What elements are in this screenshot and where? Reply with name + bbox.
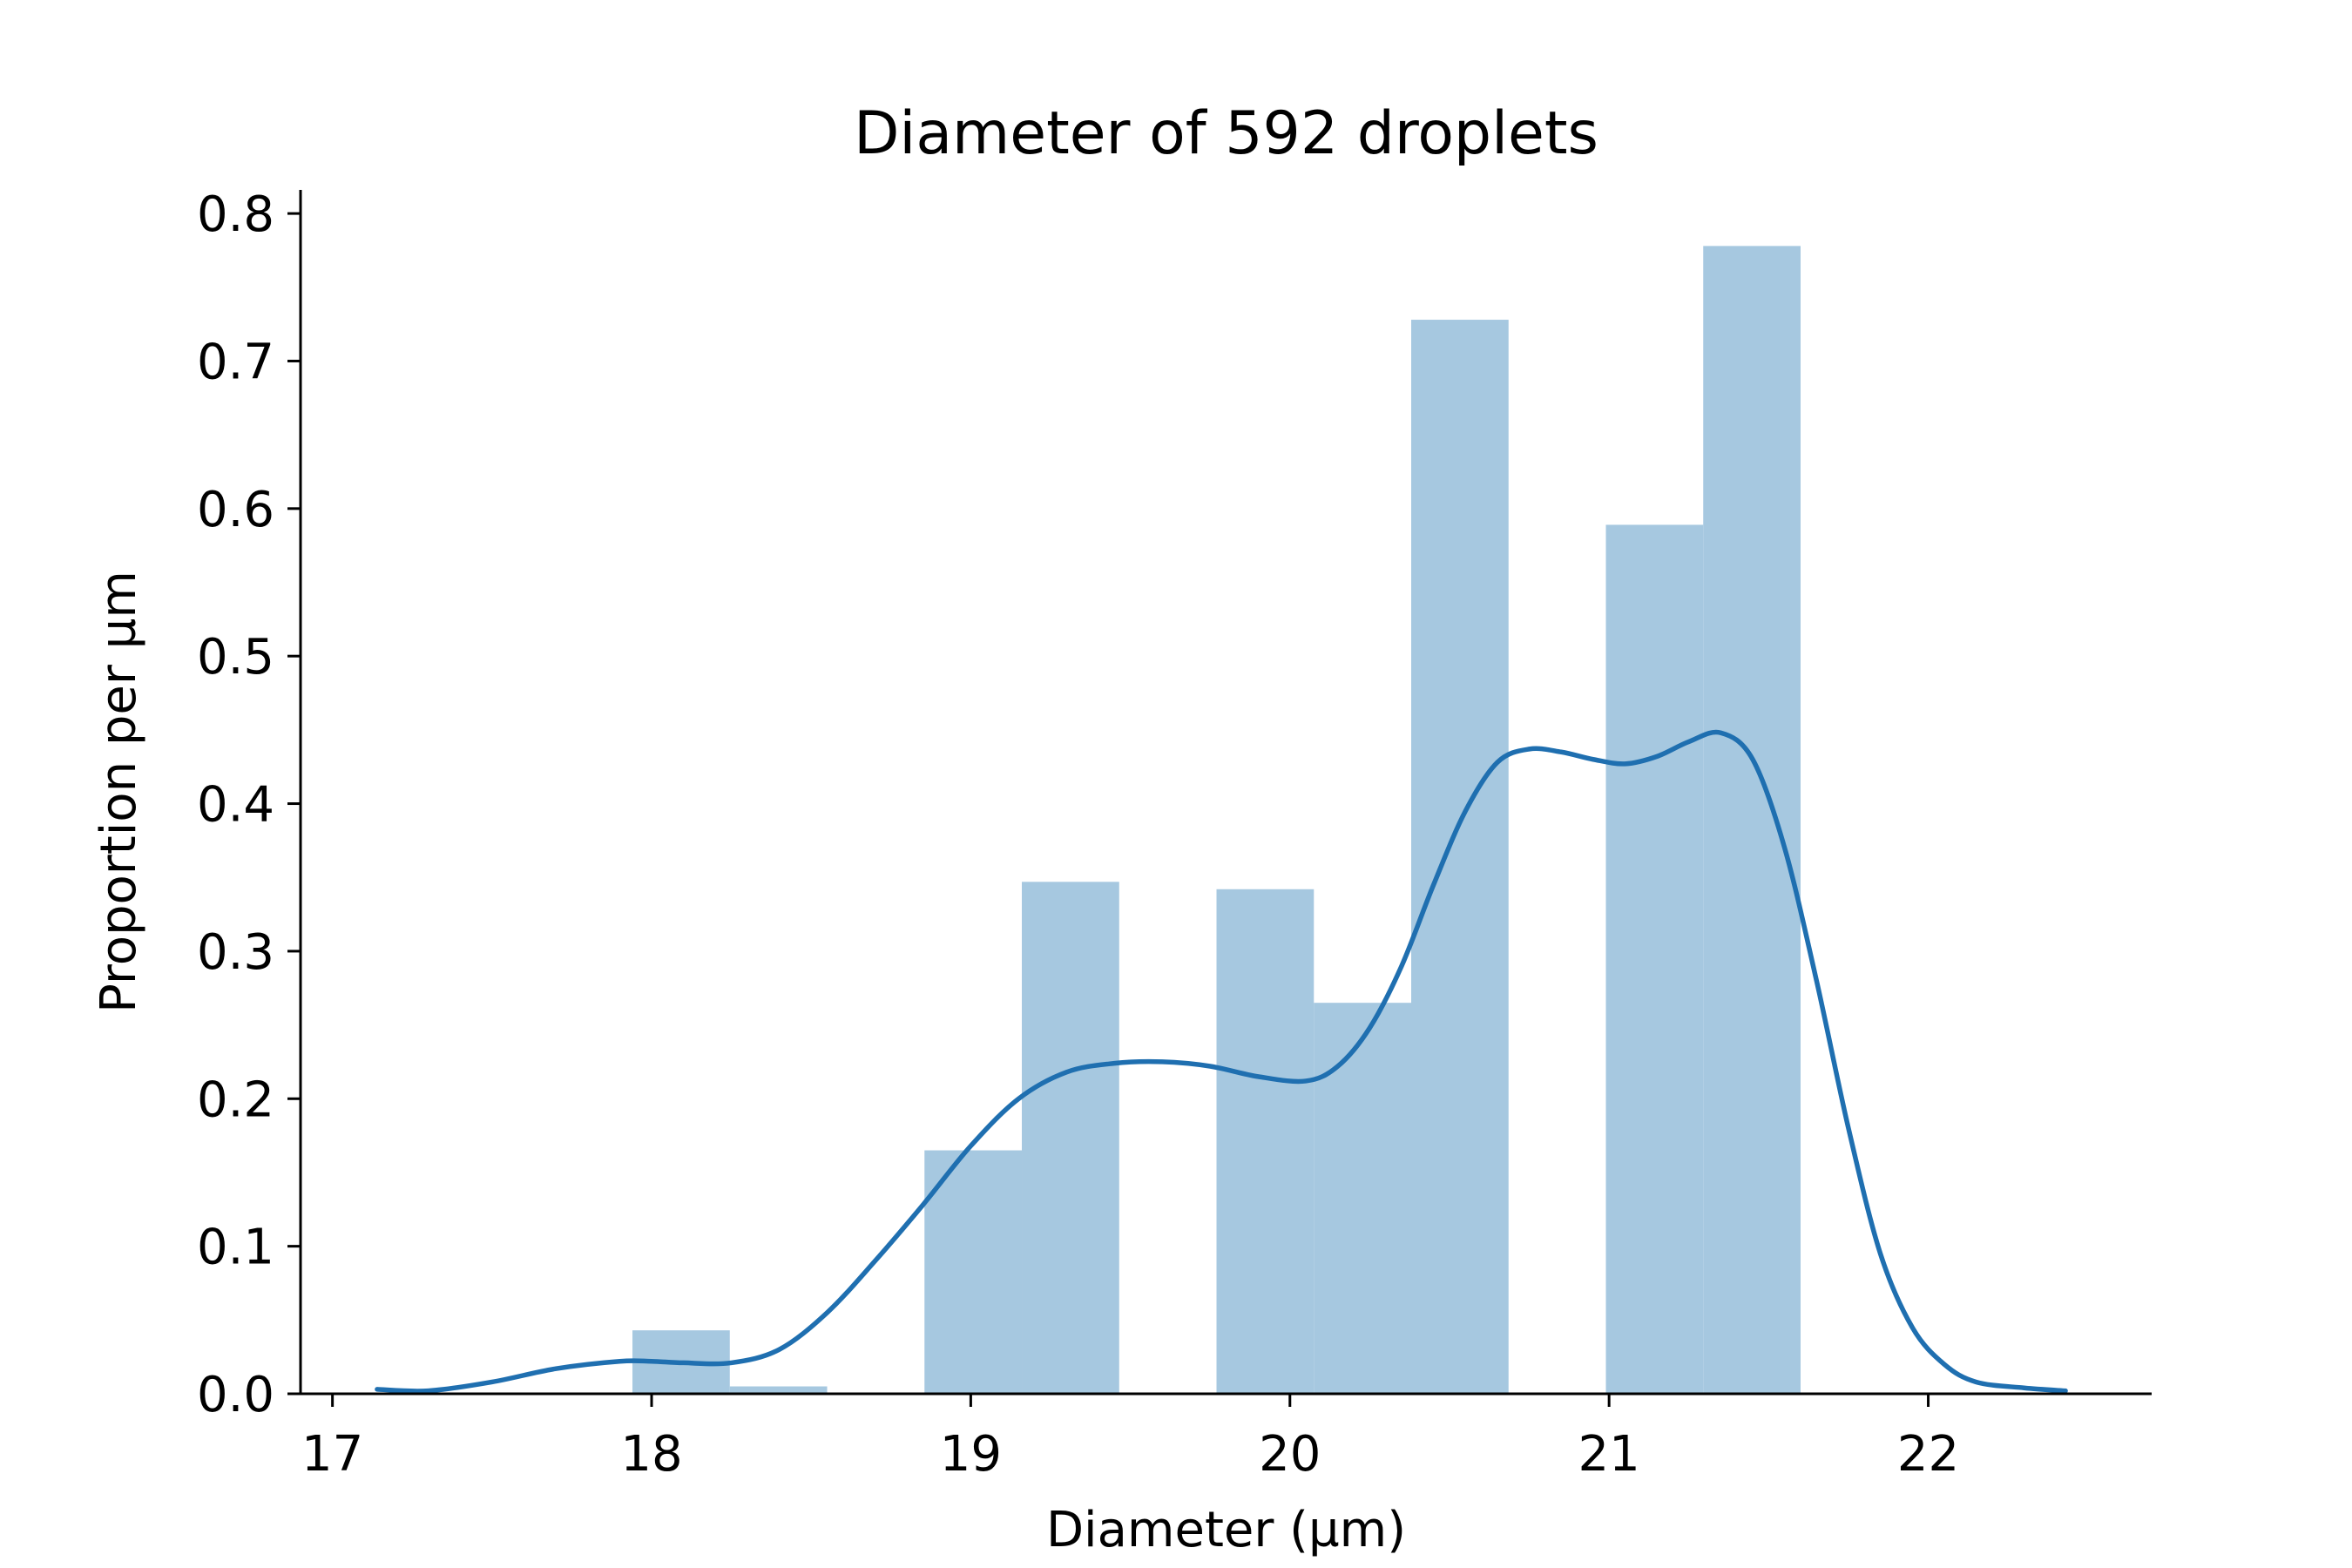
histogram-bar-9 xyxy=(1411,320,1509,1394)
axes: 17 18 19 20 21 22 0.0 0.1 0.2 0.3 0.4 0.5 0.6 0.7 0.8 xyxy=(197,186,2152,1483)
x-tick-label-18: 18 xyxy=(620,1426,682,1483)
y-tick-label-0.1: 0.1 xyxy=(197,1220,274,1276)
x-axis-label: Diameter (µm) xyxy=(1046,1502,1406,1558)
x-tick-label-21: 21 xyxy=(1578,1426,1640,1483)
x-tick-label-20: 20 xyxy=(1259,1426,1321,1483)
y-tick-label-0.2: 0.2 xyxy=(197,1071,274,1128)
kde-curve xyxy=(375,729,2068,1394)
x-tick-label-22: 22 xyxy=(1897,1426,1959,1483)
y-tick-label-0.0: 0.0 xyxy=(197,1367,274,1423)
x-tick-label-17: 17 xyxy=(301,1426,363,1483)
kde-curve-group xyxy=(375,729,2068,1394)
histogram-bar-7 xyxy=(1216,889,1315,1394)
y-axis-ticks: 0.0 0.1 0.2 0.3 0.4 0.5 0.6 0.7 0.8 xyxy=(197,186,301,1423)
histogram-bar-12 xyxy=(1703,246,1801,1394)
y-tick-label-0.4: 0.4 xyxy=(197,777,274,834)
x-axis-ticks: 17 18 19 20 21 22 xyxy=(301,1394,1959,1483)
histogram-bar-4 xyxy=(924,1150,1023,1394)
chart-title: Diameter of 592 droplets xyxy=(854,99,1598,168)
y-tick-label-0.3: 0.3 xyxy=(197,924,274,981)
y-axis-label: Proportion per µm xyxy=(91,571,147,1013)
y-tick-label-0.6: 0.6 xyxy=(197,482,274,538)
histogram-bar-8 xyxy=(1314,1003,1411,1394)
histogram-bar-5 xyxy=(1022,882,1119,1394)
y-tick-label-0.7: 0.7 xyxy=(197,334,274,390)
x-tick-label-19: 19 xyxy=(940,1426,1002,1483)
histogram-bar-2 xyxy=(729,1386,828,1394)
y-tick-label-0.8: 0.8 xyxy=(197,186,274,243)
histogram-bars xyxy=(632,246,1801,1394)
histogram-bar-11 xyxy=(1605,524,1704,1394)
y-tick-label-0.5: 0.5 xyxy=(197,629,274,686)
